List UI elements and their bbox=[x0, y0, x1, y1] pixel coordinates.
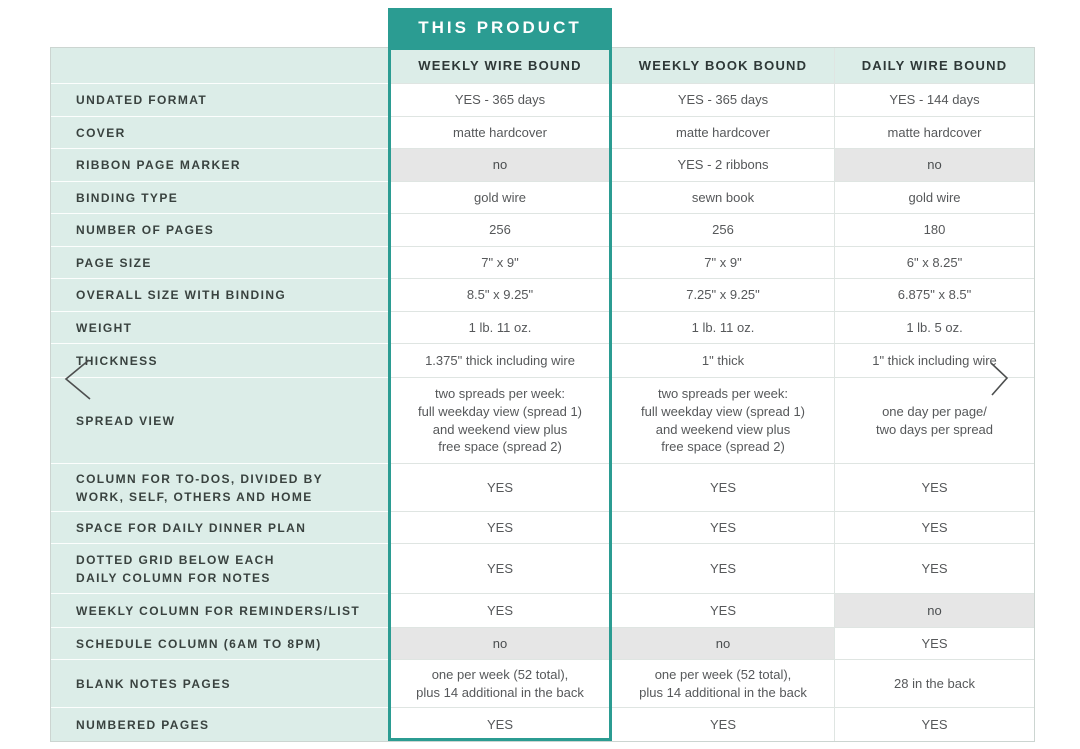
row-label: BINDING TYPE bbox=[51, 182, 388, 214]
row-label: PAGE SIZE bbox=[51, 247, 388, 279]
cell: YES bbox=[388, 544, 612, 594]
table-row-dotted-grid: DOTTED GRID BELOW EACH DAILY COLUMN FOR … bbox=[51, 544, 1034, 594]
row-label: WEEKLY COLUMN FOR REMINDERS/LIST bbox=[51, 594, 388, 628]
this-product-banner-label: THIS PRODUCT bbox=[418, 17, 582, 37]
row-label: SPREAD VIEW bbox=[51, 378, 388, 464]
cell: 1 lb. 5 oz. bbox=[834, 312, 1034, 344]
table-row-ribbon-page-marker: RIBBON PAGE MARKER no YES - 2 ribbons no bbox=[51, 149, 1034, 182]
cell: YES bbox=[834, 708, 1034, 741]
cell: YES bbox=[612, 594, 834, 628]
comparison-table: WEEKLY WIRE BOUND WEEKLY BOOK BOUND DAIL… bbox=[50, 47, 1035, 742]
table-row-weight: WEIGHT 1 lb. 11 oz. 1 lb. 11 oz. 1 lb. 5… bbox=[51, 312, 1034, 344]
cell: YES bbox=[612, 544, 834, 594]
row-label: UNDATED FORMAT bbox=[51, 84, 388, 117]
cell: 7" x 9" bbox=[388, 247, 612, 279]
table-row-thickness: THICKNESS 1.375" thick including wire 1"… bbox=[51, 344, 1034, 378]
row-label: BLANK NOTES PAGES bbox=[51, 660, 388, 708]
table-row-numbered-pages: NUMBERED PAGES YES YES YES bbox=[51, 708, 1034, 741]
cell: YES bbox=[834, 628, 1034, 660]
table-row-cover: COVER matte hardcover matte hardcover ma… bbox=[51, 117, 1034, 149]
column-header-weekly-wire-bound: WEEKLY WIRE BOUND bbox=[388, 48, 612, 84]
cell: gold wire bbox=[834, 182, 1034, 214]
cell: no bbox=[834, 594, 1034, 628]
column-header-weekly-book-bound: WEEKLY BOOK BOUND bbox=[612, 48, 834, 84]
cell: no bbox=[612, 628, 834, 660]
cell: 256 bbox=[388, 214, 612, 247]
chevron-right-icon[interactable] bbox=[988, 361, 1010, 400]
cell: YES bbox=[834, 464, 1034, 512]
table-row-page-size: PAGE SIZE 7" x 9" 7" x 9" 6" x 8.25" bbox=[51, 247, 1034, 279]
cell: YES bbox=[834, 512, 1034, 544]
cell: YES - 2 ribbons bbox=[612, 149, 834, 182]
cell: sewn book bbox=[612, 182, 834, 214]
cell: 256 bbox=[612, 214, 834, 247]
table-row-undated-format: UNDATED FORMAT YES - 365 days YES - 365 … bbox=[51, 84, 1034, 117]
cell: 180 bbox=[834, 214, 1034, 247]
cell: one day per page/ two days per spread bbox=[834, 378, 1034, 464]
cell: 7.25" x 9.25" bbox=[612, 279, 834, 312]
cell: 7" x 9" bbox=[612, 247, 834, 279]
cell: YES bbox=[388, 594, 612, 628]
cell: YES bbox=[388, 512, 612, 544]
header-row: WEEKLY WIRE BOUND WEEKLY BOOK BOUND DAIL… bbox=[51, 48, 1034, 84]
row-label: NUMBER OF PAGES bbox=[51, 214, 388, 247]
cell: 8.5" x 9.25" bbox=[388, 279, 612, 312]
cell: YES bbox=[834, 544, 1034, 594]
table-row-space-for-daily-dinner-plan: SPACE FOR DAILY DINNER PLAN YES YES YES bbox=[51, 512, 1034, 544]
cell: 1 lb. 11 oz. bbox=[388, 312, 612, 344]
cell: no bbox=[388, 628, 612, 660]
table-row-overall-size-with-binding: OVERALL SIZE WITH BINDING 8.5" x 9.25" 7… bbox=[51, 279, 1034, 312]
row-label: COLUMN FOR TO-DOS, DIVIDED BY WORK, SELF… bbox=[51, 464, 388, 512]
cell: YES bbox=[612, 464, 834, 512]
cell: YES - 365 days bbox=[388, 84, 612, 117]
cell: no bbox=[834, 149, 1034, 182]
cell: YES - 365 days bbox=[612, 84, 834, 117]
cell: 1 lb. 11 oz. bbox=[612, 312, 834, 344]
cell: YES bbox=[388, 464, 612, 512]
cell: 1.375" thick including wire bbox=[388, 344, 612, 378]
row-label: THICKNESS bbox=[51, 344, 388, 378]
cell: two spreads per week: full weekday view … bbox=[612, 378, 834, 464]
table-row-schedule-column: SCHEDULE COLUMN (6AM TO 8PM) no no YES bbox=[51, 628, 1034, 660]
cell: matte hardcover bbox=[834, 117, 1034, 149]
table-row-column-for-todos: COLUMN FOR TO-DOS, DIVIDED BY WORK, SELF… bbox=[51, 464, 1034, 512]
header-corner-cell bbox=[51, 48, 388, 84]
cell: no bbox=[388, 149, 612, 182]
row-label: SCHEDULE COLUMN (6AM TO 8PM) bbox=[51, 628, 388, 660]
table-row-number-of-pages: NUMBER OF PAGES 256 256 180 bbox=[51, 214, 1034, 247]
cell: 1" thick including wire bbox=[834, 344, 1034, 378]
cell: YES bbox=[612, 512, 834, 544]
row-label: OVERALL SIZE WITH BINDING bbox=[51, 279, 388, 312]
cell: two spreads per week: full weekday view … bbox=[388, 378, 612, 464]
column-header-daily-wire-bound: DAILY WIRE BOUND bbox=[834, 48, 1034, 84]
table-row-blank-notes-pages: BLANK NOTES PAGES one per week (52 total… bbox=[51, 660, 1034, 708]
table-row-spread-view: SPREAD VIEW two spreads per week: full w… bbox=[51, 378, 1034, 464]
row-label: SPACE FOR DAILY DINNER PLAN bbox=[51, 512, 388, 544]
chevron-left-icon[interactable] bbox=[62, 358, 94, 403]
row-label: WEIGHT bbox=[51, 312, 388, 344]
cell: one per week (52 total), plus 14 additio… bbox=[388, 660, 612, 708]
table-row-binding-type: BINDING TYPE gold wire sewn book gold wi… bbox=[51, 182, 1034, 214]
row-label: RIBBON PAGE MARKER bbox=[51, 149, 388, 182]
cell: YES - 144 days bbox=[834, 84, 1034, 117]
row-label: NUMBERED PAGES bbox=[51, 708, 388, 741]
this-product-banner: THIS PRODUCT bbox=[388, 8, 612, 47]
cell: YES bbox=[486, 716, 513, 732]
cell: matte hardcover bbox=[612, 117, 834, 149]
cell: gold wire bbox=[388, 182, 612, 214]
cell: 1" thick bbox=[612, 344, 834, 378]
cell: YES bbox=[709, 716, 736, 732]
cell: 6" x 8.25" bbox=[834, 247, 1034, 279]
table-row-weekly-column-for-reminders: WEEKLY COLUMN FOR REMINDERS/LIST YES YES… bbox=[51, 594, 1034, 628]
cell: one per week (52 total), plus 14 additio… bbox=[612, 660, 834, 708]
cell: 6.875" x 8.5" bbox=[834, 279, 1034, 312]
cell: 28 in the back bbox=[834, 660, 1034, 708]
row-label: DOTTED GRID BELOW EACH DAILY COLUMN FOR … bbox=[51, 544, 388, 594]
cell: matte hardcover bbox=[388, 117, 612, 149]
row-label: COVER bbox=[51, 117, 388, 149]
